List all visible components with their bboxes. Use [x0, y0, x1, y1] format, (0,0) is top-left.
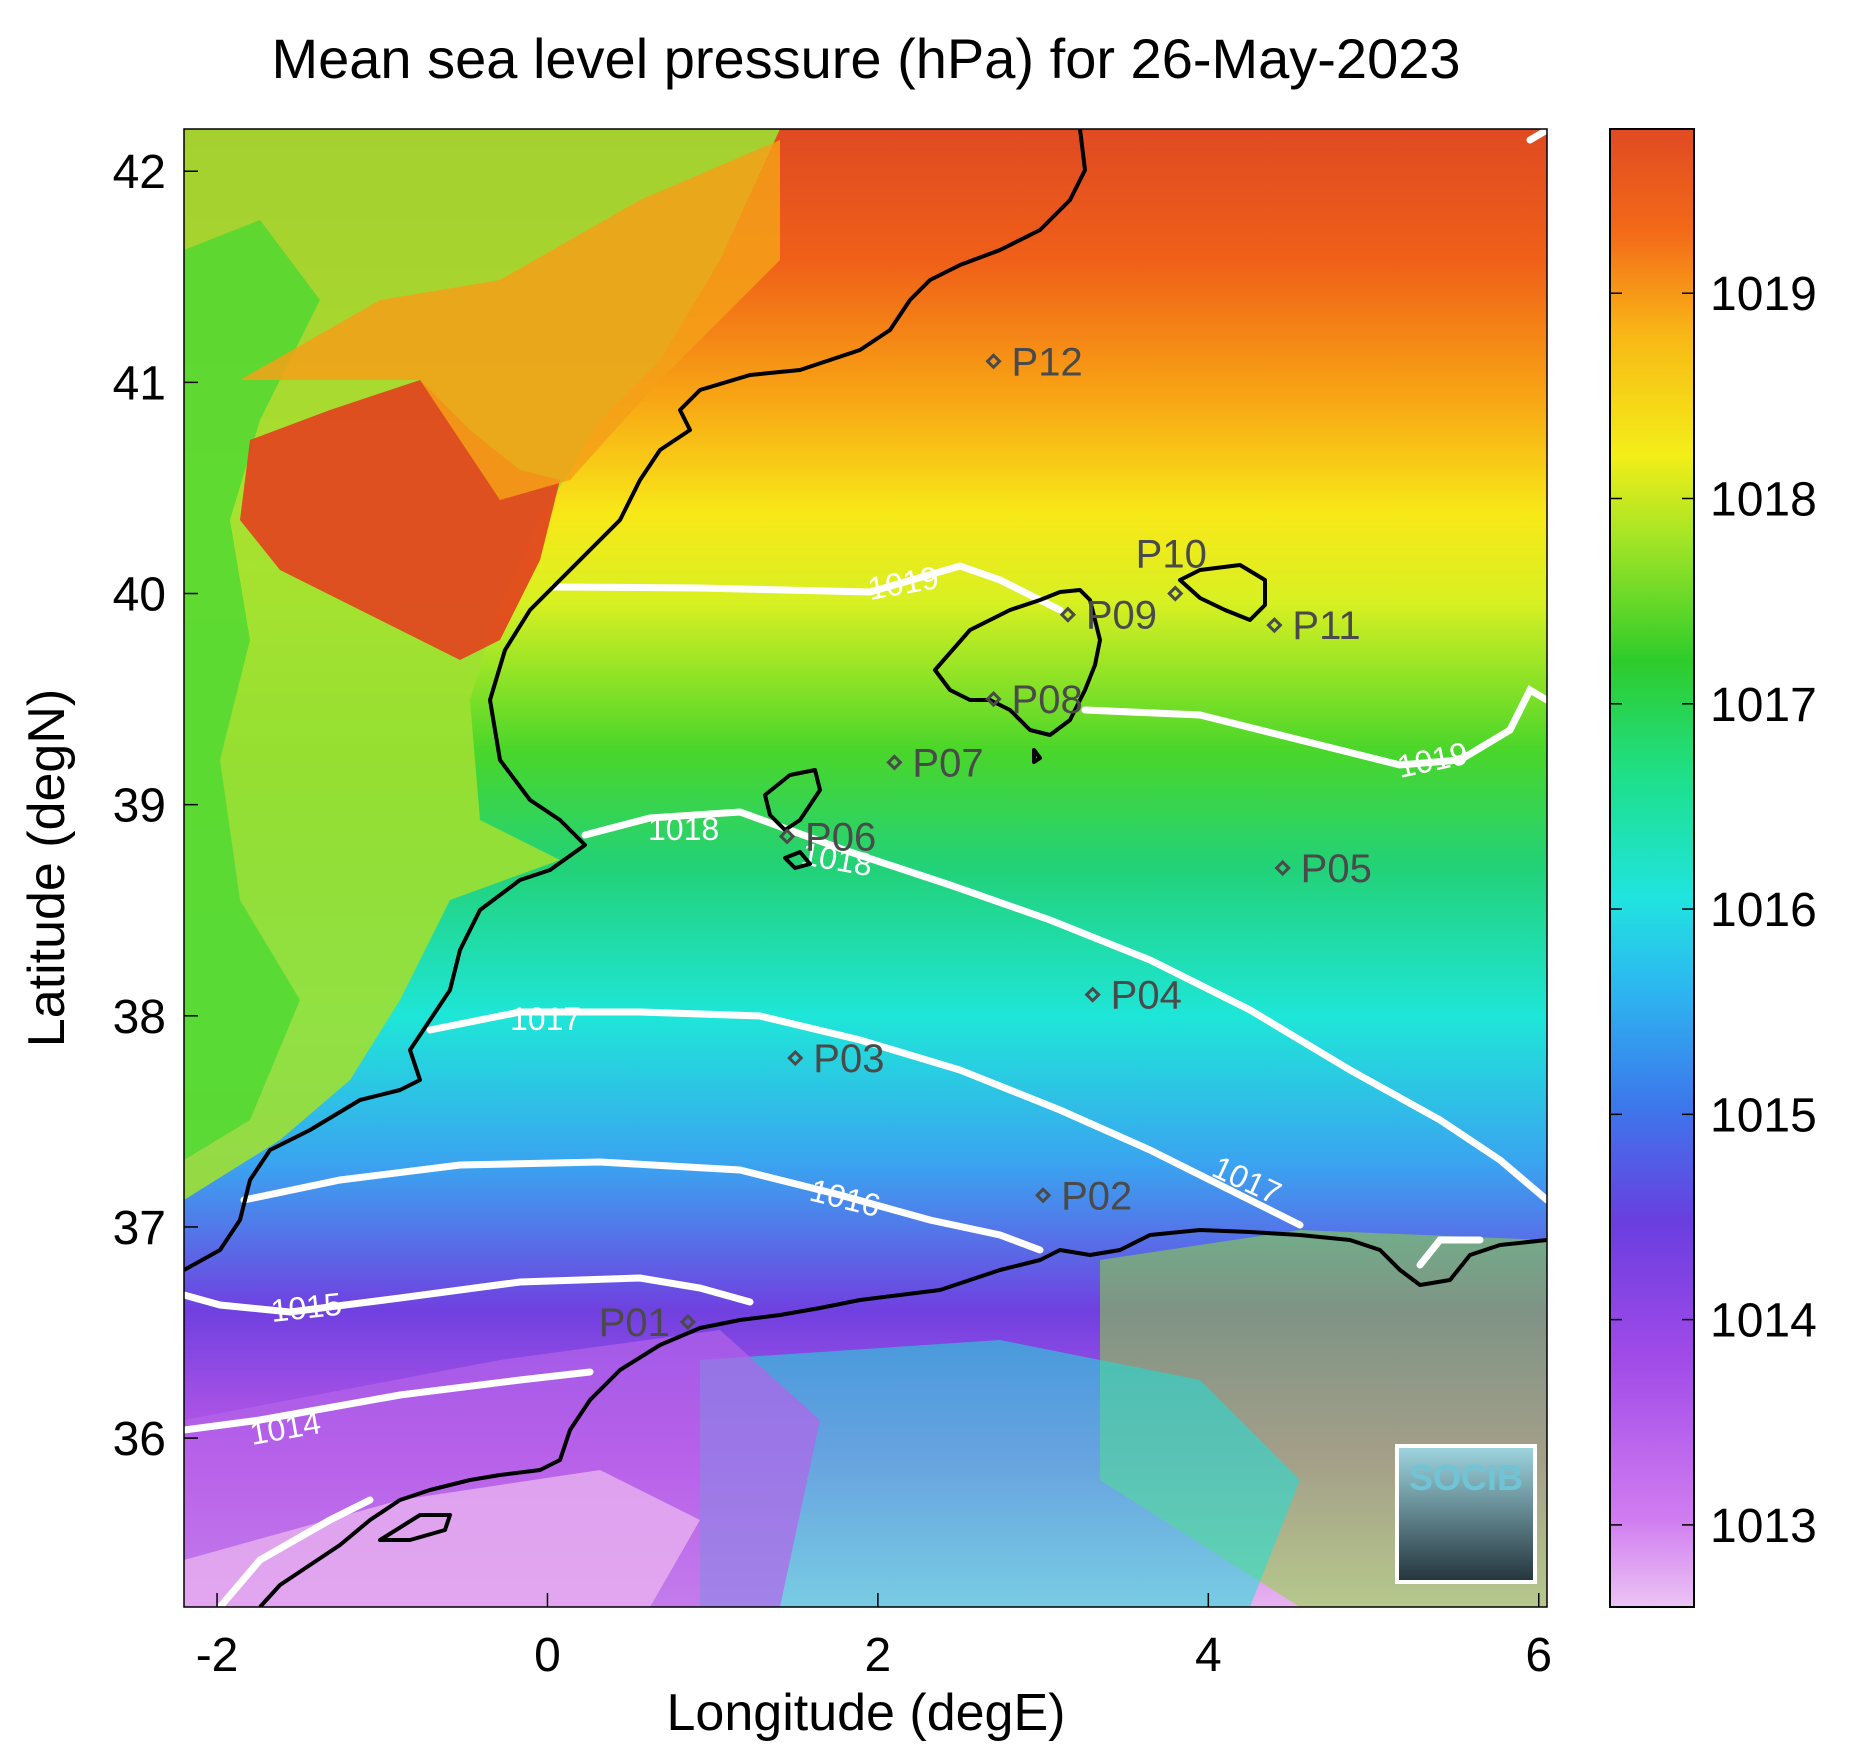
station-label: P12 — [1012, 340, 1083, 384]
station-p10: P10 — [1136, 533, 1207, 602]
contour-1018 — [581, 808, 1547, 1204]
y-tick-label: 41 — [113, 357, 166, 410]
colorbar-tick-label: 1015 — [1710, 1089, 1817, 1142]
land-field-iberia — [184, 129, 780, 1200]
station-label: P06 — [805, 815, 876, 859]
station-p03: P03 — [787, 1037, 884, 1081]
station-label: P05 — [1301, 847, 1372, 891]
coastline-ibiza — [763, 768, 822, 832]
colorbar-tick-label: 1018 — [1710, 474, 1817, 527]
sea-field-south-pink — [184, 1470, 700, 1607]
station-p05: P05 — [1274, 847, 1372, 891]
figure-title: Mean sea level pressure (hPa) for 26-May… — [271, 27, 1460, 90]
contour-1014 — [184, 1368, 594, 1434]
station-p02: P02 — [1034, 1174, 1132, 1218]
coastline-iberia — [184, 129, 1087, 1272]
colorbar-gradient — [1609, 128, 1695, 1608]
contour-1019-east — [1081, 685, 1547, 769]
coastline-formentera — [783, 850, 812, 870]
station-label: P04 — [1111, 974, 1182, 1018]
station-marker — [886, 754, 903, 771]
x-axis-label: Longitude (degE) — [667, 1684, 1066, 1742]
station-marker — [1167, 585, 1184, 602]
colorbar-tick-label: 1019 — [1710, 268, 1817, 321]
station-p06: P06 — [778, 815, 876, 859]
y-axis: 42 41 40 39 38 37 36 — [113, 146, 198, 1466]
contour-1019-north — [550, 562, 1064, 614]
station-marker — [1274, 859, 1291, 877]
colorbar-axis: 1019 1018 1017 1016 1015 1014 1013 — [1610, 268, 1817, 1553]
x-tick-label: 0 — [534, 1629, 561, 1682]
map-plot-area: 1019 1019 1018 1018 1017 1017 1016 1015 … — [184, 129, 1547, 1607]
sea-field-south-blue — [700, 1340, 1300, 1607]
station-p01: P01 — [599, 1301, 697, 1345]
land-field-iberia-green — [184, 220, 320, 1160]
y-tick-label: 37 — [113, 1202, 166, 1255]
y-tick-label: 38 — [113, 991, 166, 1044]
station-marker — [985, 353, 1002, 370]
contour-lines — [184, 129, 1547, 1607]
station-p04: P04 — [1084, 974, 1182, 1018]
x-tick-label: 4 — [1195, 1629, 1222, 1682]
y-tick-label: 39 — [113, 780, 166, 833]
coastline-africa — [258, 1228, 1547, 1607]
station-p12: P12 — [985, 340, 1083, 384]
station-label: P02 — [1061, 1174, 1132, 1218]
x-tick-label: 2 — [865, 1629, 892, 1682]
station-marker — [787, 1049, 804, 1067]
station-label: P08 — [1012, 678, 1083, 722]
x-axis: -2 0 2 4 6 — [196, 1593, 1552, 1682]
colorbar-tick-label: 1017 — [1710, 679, 1817, 732]
colorbar: 1019 1018 1017 1016 1015 1014 1013 — [1609, 128, 1817, 1608]
coastline-menorca — [1178, 563, 1267, 622]
contour-label-1017-west: 1017 — [510, 1001, 581, 1037]
colorbar-tick-label: 1013 — [1710, 1500, 1817, 1553]
station-label: P10 — [1136, 533, 1207, 577]
station-label: P11 — [1292, 604, 1360, 648]
x-tick-label: 6 — [1525, 1629, 1552, 1682]
station-marker — [778, 828, 796, 845]
station-label: P09 — [1086, 594, 1157, 638]
coastline-cabrera — [1032, 748, 1042, 764]
contour-1015 — [184, 1274, 754, 1316]
station-marker — [1084, 986, 1101, 1003]
station-label: P03 — [813, 1037, 884, 1081]
colorbar-tick-label: 1016 — [1710, 884, 1817, 937]
station-p11: P11 — [1266, 604, 1361, 648]
y-axis-label: Latitude (degN) — [18, 689, 76, 1047]
station-marker — [1266, 617, 1283, 634]
contour-1017 — [426, 1008, 1304, 1229]
contour-1013 — [216, 1496, 374, 1607]
station-p08: P08 — [985, 678, 1083, 722]
y-tick-label: 36 — [113, 1413, 166, 1466]
y-tick-label: 40 — [113, 569, 166, 622]
y-tick-label: 42 — [113, 146, 166, 199]
station-label: P01 — [599, 1301, 670, 1345]
colorbar-tick-label: 1014 — [1710, 1295, 1817, 1348]
station-marker — [1034, 1187, 1052, 1204]
contour-1019-ne — [1526, 129, 1547, 144]
contour-1016 — [240, 1158, 1044, 1254]
contour-label-1015: 1015 — [269, 1286, 344, 1329]
contour-label-1018-west: 1018 — [648, 811, 719, 847]
socib-logo: SOCIB — [1395, 1444, 1537, 1584]
coastline-alboran — [378, 1513, 452, 1542]
station-p07: P07 — [886, 741, 984, 785]
station-marker — [1059, 606, 1077, 623]
station-marker — [679, 1313, 697, 1331]
coastlines — [184, 129, 1547, 1607]
station-label: P07 — [912, 741, 983, 785]
station-p09: P09 — [1059, 594, 1157, 638]
socib-logo-text: SOCIB — [1409, 1457, 1523, 1498]
station-marker — [985, 690, 1002, 708]
contour-africa — [1416, 1236, 1484, 1269]
map-frame — [183, 128, 1548, 1608]
x-tick-label: -2 — [196, 1629, 239, 1682]
land-field-iberia-orange — [240, 140, 780, 500]
